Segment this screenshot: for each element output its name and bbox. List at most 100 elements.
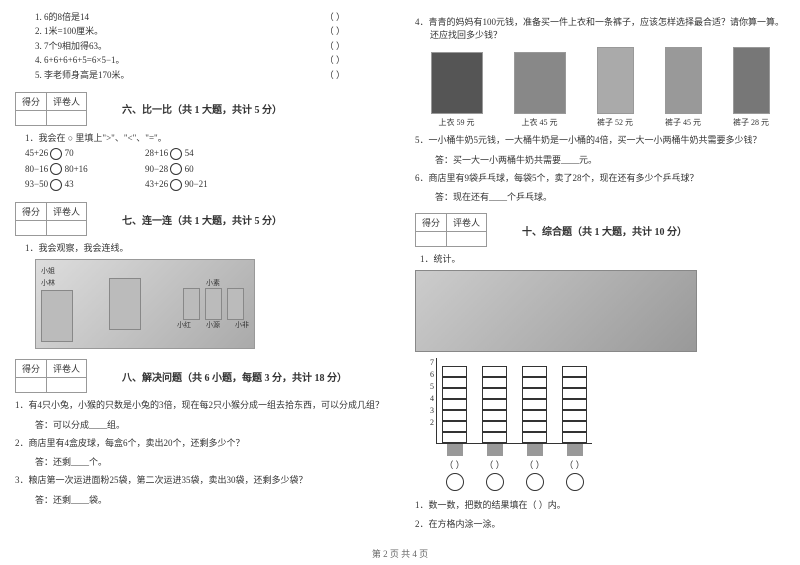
bar-cell	[562, 388, 587, 399]
object-icon	[183, 288, 200, 320]
score-table: 得分评卷人	[415, 213, 487, 247]
question-1: 1．有4只小兔，小猴的只数是小兔的3倍，现在每2只小猴分成一组去拾东西，可以分成…	[15, 399, 385, 412]
score-cell: 得分	[16, 92, 47, 110]
paren-blank: （ ）	[484, 458, 504, 471]
compare-row: 45+26 7028+16 54	[25, 146, 385, 161]
y-tick: 6	[430, 369, 434, 381]
y-tick: 5	[430, 381, 434, 393]
bar-cell	[562, 421, 587, 432]
bar-cell	[522, 399, 547, 410]
count-circle	[526, 473, 544, 491]
judge-item: 1. 6的8倍是14（ ）	[35, 10, 385, 24]
section-6-title: 六、比一比（共 1 大题，共计 5 分）	[122, 101, 282, 116]
judge-item: 3. 7个9相加得63。（ ）	[35, 39, 385, 53]
bar-cell	[482, 432, 507, 443]
answer-5: 答：买一大一小两桶牛奶共需要____元。	[415, 153, 785, 166]
bar-cell	[562, 410, 587, 421]
y-tick: 3	[430, 405, 434, 417]
bar-cell	[482, 377, 507, 388]
kid-label: 小素	[206, 278, 220, 288]
kid-icon	[109, 278, 141, 330]
paren-blank: （ ）	[524, 458, 544, 471]
paren-blank: （ ）	[564, 458, 584, 471]
kid-label: 小红	[177, 320, 191, 330]
bar-cell	[442, 399, 467, 410]
score-box-10: 得分评卷人 十、综合题（共 1 大题，共计 10 分）	[415, 213, 785, 247]
score-box-6: 得分评卷人 六、比一比（共 1 大题，共计 5 分）	[15, 92, 385, 126]
bar-column	[482, 366, 507, 443]
clothes-row: 上衣 59 元上衣 45 元裤子 52 元裤子 45 元裤子 28 元	[415, 47, 785, 128]
bar-cell	[442, 410, 467, 421]
y-axis: 234567	[430, 357, 434, 444]
note-1: 1．数一数，把数的结果填在（ ）内。	[415, 499, 785, 512]
bar-column	[522, 366, 547, 443]
score-table: 得分评卷人	[15, 359, 87, 393]
section-10-title: 十、综合题（共 1 大题，共计 10 分）	[522, 223, 687, 238]
clothes-item: 裤子 52 元	[597, 47, 634, 128]
bar-cell	[522, 410, 547, 421]
bar-cell	[482, 399, 507, 410]
compare-cell: 93−50 43	[25, 177, 145, 192]
question-4: 4．青青的妈妈有100元钱，准备买一件上衣和一条裤子，应该怎样选择最合适？请你算…	[415, 16, 785, 41]
compare-cell: 80−16 80+16	[25, 162, 145, 177]
compare-row: 80−16 80+1690−28 60	[25, 162, 385, 177]
object-icon	[205, 288, 222, 320]
bar-cell	[482, 366, 507, 377]
kid-icon	[41, 290, 73, 342]
compare-cell: 28+16 54	[145, 146, 265, 161]
bar-cell	[562, 377, 587, 388]
category-icon	[567, 444, 583, 456]
bar-chart: 234567	[430, 357, 785, 444]
answer-1: 答：可以分成____组。	[15, 418, 385, 431]
question-5: 5．一小桶牛奶5元钱，一大桶牛奶是一小桶的4倍，买一大一小两桶牛奶共需要多少钱？	[415, 134, 785, 147]
bar-cell	[522, 432, 547, 443]
score-table: 得分评卷人	[15, 202, 87, 236]
y-tick: 2	[430, 417, 434, 429]
compare-intro: 1．我会在 ○ 里填上">"、"<"、"="。	[25, 131, 385, 146]
judge-item: 4. 6+6+6+6+5=6×5−1。（ ）	[35, 53, 385, 67]
bar-cell	[562, 432, 587, 443]
object-icon	[227, 288, 244, 320]
y-tick: 7	[430, 357, 434, 369]
score-table: 得分评卷人	[15, 92, 87, 126]
bar-cell	[522, 366, 547, 377]
compare-cell: 90−28 60	[145, 162, 265, 177]
connect-intro: 1．我会观察，我会连线。	[15, 241, 385, 254]
compare-cell: 43+26 90−21	[145, 177, 265, 192]
category-icon	[487, 444, 503, 456]
score-cell: 得分	[16, 360, 47, 378]
section-7-title: 七、连一连（共 1 大题，共计 5 分）	[122, 212, 282, 227]
clothes-item: 上衣 45 元	[514, 52, 566, 128]
count-circle	[486, 473, 504, 491]
grader-cell: 评卷人	[447, 214, 487, 232]
bar-grid	[436, 358, 592, 444]
section-8-title: 八、解决问题（共 6 小题，每题 3 分，共计 18 分）	[122, 369, 347, 384]
computers-illustration	[415, 270, 697, 352]
x-axis-icons: （ ） （ ） （ ） （ ）	[442, 444, 785, 491]
kid-label: 小非	[235, 320, 249, 330]
bar-cell	[482, 421, 507, 432]
score-cell: 得分	[16, 203, 47, 221]
clothes-item: 裤子 45 元	[665, 47, 702, 128]
left-column: 1. 6的8倍是14（ ）2. 1米=100厘米。（ ）3. 7个9相加得63。…	[0, 0, 400, 565]
grader-cell: 评卷人	[47, 92, 87, 110]
answer-3: 答：还剩____袋。	[15, 493, 385, 506]
clothes-item: 裤子 28 元	[733, 47, 770, 128]
grader-blank	[47, 378, 87, 393]
kids-illustration: 小姐 小林 小素 小红 小源 小非	[35, 259, 255, 349]
grader-cell: 评卷人	[47, 203, 87, 221]
paren-blank: （ ）	[444, 458, 464, 471]
bar-column	[562, 366, 587, 443]
x-axis-item: （ ）	[482, 444, 507, 491]
score-box-7: 得分评卷人 七、连一连（共 1 大题，共计 5 分）	[15, 202, 385, 236]
category-icon	[527, 444, 543, 456]
score-blank	[416, 232, 447, 247]
kid-label: 小源	[206, 320, 220, 330]
kid-label: 小林	[41, 278, 73, 288]
bar-cell	[442, 366, 467, 377]
page-footer: 第 2 页 共 4 页	[0, 547, 800, 560]
question-3: 3．粮店第一次运进面粉25袋，第二次运进35袋，卖出30袋，还剩多少袋？	[15, 474, 385, 487]
clothes-item: 上衣 59 元	[431, 52, 483, 128]
kid-label: 小姐	[41, 266, 73, 276]
bar-cell	[442, 432, 467, 443]
